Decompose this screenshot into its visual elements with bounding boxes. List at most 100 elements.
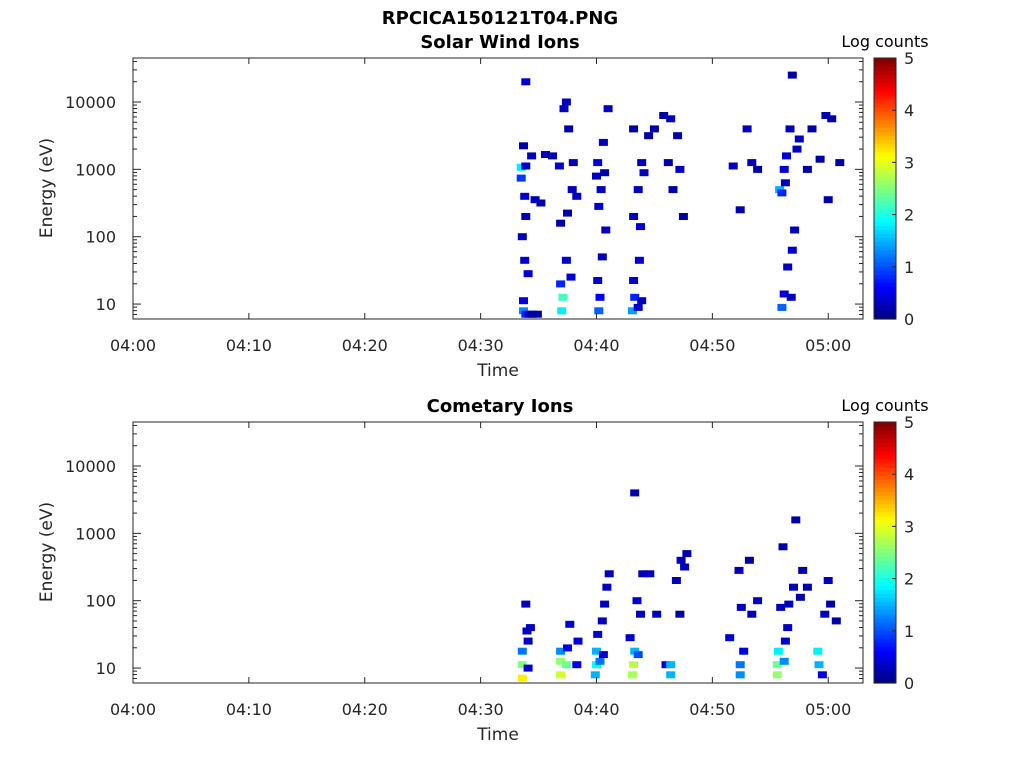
cometary-data-cell <box>783 624 793 632</box>
solar-wind-data-cell <box>521 162 531 170</box>
solar-wind-data-cell <box>517 233 527 241</box>
cometary-colorbar-band <box>874 523 896 529</box>
solar-wind-colorbar-band <box>874 111 896 116</box>
solar-wind-data-cell <box>629 277 639 284</box>
solar-wind-colorbar-band <box>874 233 896 239</box>
solar-wind-data-cell <box>559 105 569 113</box>
cometary-x-tick-label: 04:00 <box>110 700 156 719</box>
solar-wind-data-cell <box>561 98 571 106</box>
solar-wind-colorbar-band <box>874 115 896 120</box>
cometary-data-cell <box>753 597 763 605</box>
cometary-colorbar-band <box>874 475 896 480</box>
solar-wind-data-cell <box>548 152 557 160</box>
solar-wind-colorbar-band <box>874 192 896 198</box>
cometary-data-cell <box>820 610 830 618</box>
solar-wind-y-axis: 10 100 1000 10000 <box>65 60 863 320</box>
cometary-data-cell <box>671 577 681 584</box>
solar-wind-colorbar-band <box>874 294 896 300</box>
cometary-data-cell <box>682 550 692 558</box>
cometary-data-cell <box>817 671 827 679</box>
solar-wind-colorbar-band <box>874 70 896 75</box>
cometary-colorbar-band <box>874 548 896 554</box>
solar-wind-data-cell <box>520 256 530 264</box>
cometary-colorbar-band <box>874 503 896 509</box>
solar-wind-data-cell <box>783 263 793 271</box>
cometary-colorbar-band <box>874 670 896 676</box>
cometary-x-tick-label: 04:20 <box>342 700 388 719</box>
cometary-data-cell <box>517 661 527 669</box>
cometary-panel: Cometary Ions 04:00 04:10 04:20 04:30 04:40 0… <box>37 396 929 745</box>
cometary-data-cell <box>565 620 575 628</box>
solar-wind-colorbar-band <box>874 302 896 308</box>
solar-wind-data-cell <box>521 78 531 86</box>
solar-wind-y-tick-label: 1000 <box>75 160 116 179</box>
solar-wind-colorbar-band <box>874 278 896 283</box>
solar-wind-colorbar-band <box>874 176 896 181</box>
cometary-colorbar-tick-label: 4 <box>904 465 914 484</box>
cometary-data-cell <box>779 657 789 665</box>
solar-wind-data-cell <box>668 186 678 194</box>
cometary-data-cell <box>747 610 757 618</box>
solar-wind-data-cell <box>530 196 540 204</box>
solar-wind-data-cell <box>595 293 605 301</box>
cometary-data-cell <box>600 600 610 608</box>
solar-wind-data-cell <box>633 186 643 194</box>
cometary-data-cell <box>590 671 600 679</box>
cometary-colorbar-band <box>874 621 896 627</box>
solar-wind-y-tick-label: 10000 <box>65 93 116 112</box>
solar-wind-data-cell <box>594 202 604 210</box>
cometary-colorbar-band <box>874 658 896 664</box>
solar-wind-colorbar-band <box>874 168 896 173</box>
cometary-data-cell <box>556 657 566 665</box>
cometary-colorbar-band <box>874 528 896 533</box>
solar-wind-colorbar-band <box>874 106 896 112</box>
solar-wind-colorbar-band <box>874 310 896 316</box>
solar-wind-data-cell <box>532 310 542 318</box>
solar-wind-colorbar-band <box>874 164 896 169</box>
cometary-colorbar-band <box>874 458 896 464</box>
solar-wind-data-cell <box>600 169 610 177</box>
solar-wind-data-cell <box>633 303 643 311</box>
solar-wind-colorbar-band <box>874 290 896 296</box>
solar-wind-data-cell <box>777 189 787 197</box>
cometary-y-axis: 10 100 1000 10000 <box>65 424 863 684</box>
cometary-data-cell <box>735 671 745 679</box>
cometary-colorbar-band <box>874 625 896 631</box>
solar-wind-x-tick-label: 04:10 <box>226 336 272 355</box>
cometary-colorbar-tick-label: 2 <box>904 570 914 589</box>
solar-wind-data-cell <box>597 253 607 261</box>
cometary-data-cell <box>734 566 744 574</box>
cometary-colorbar-tick-label: 1 <box>904 622 914 641</box>
solar-wind-data-cell <box>629 213 639 220</box>
solar-wind-colorbar-frame <box>873 57 897 320</box>
cometary-data-cell <box>638 570 648 578</box>
solar-wind-x-tick-label: 04:00 <box>110 336 156 355</box>
cometary-data-cell <box>595 657 605 665</box>
cometary-colorbar-band <box>874 466 896 472</box>
cometary-data-cell <box>661 661 671 669</box>
solar-wind-data-cell <box>673 132 683 140</box>
cometary-title: Cometary Ions <box>427 396 574 417</box>
cometary-data-cell <box>573 637 583 645</box>
solar-wind-data-cell <box>528 310 538 318</box>
cometary-x-label: Time <box>476 725 519 745</box>
solar-wind-data-cell <box>566 273 576 281</box>
cometary-data-cell <box>602 583 612 591</box>
cometary-colorbar-band <box>874 634 896 639</box>
solar-wind-x-tick-label: 04:30 <box>458 336 504 355</box>
cometary-data-cell <box>666 671 676 679</box>
solar-wind-data-cell <box>520 192 530 200</box>
cometary-data-cell <box>814 661 824 669</box>
cometary-data-cell <box>795 593 805 601</box>
solar-wind-colorbar-band <box>874 265 896 271</box>
solar-wind-colorbar-band <box>874 200 896 206</box>
solar-wind-colorbar-band <box>874 212 896 218</box>
solar-wind-data-cell <box>637 159 647 167</box>
solar-wind-data-cell <box>601 226 611 234</box>
solar-wind-data-cell <box>593 159 603 167</box>
solar-wind-colorbar-band <box>874 298 896 304</box>
solar-wind-data-cell <box>557 307 567 315</box>
cometary-colorbar-band <box>874 422 896 427</box>
solar-wind-colorbar-band <box>874 74 896 79</box>
cometary-data-cell <box>784 600 794 608</box>
